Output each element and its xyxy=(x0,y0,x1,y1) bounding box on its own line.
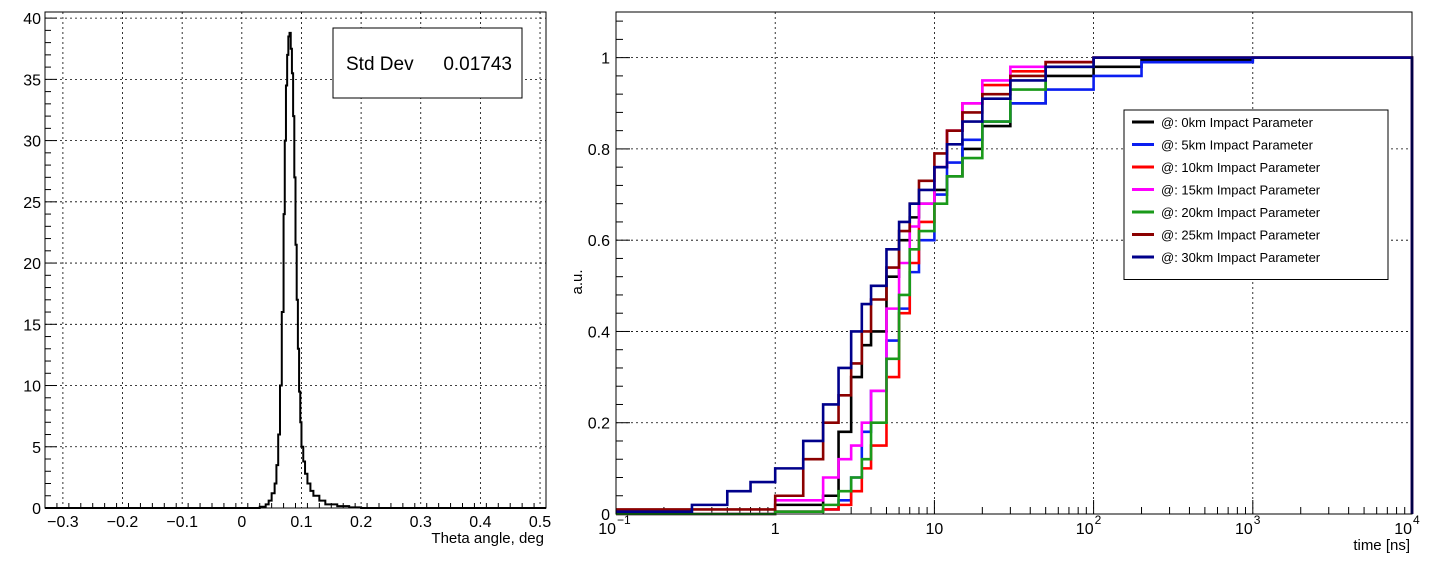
plot-frame xyxy=(44,11,547,509)
y-axis-title: a.u. xyxy=(569,269,586,294)
legend-entry: @: 0km Impact Parameter xyxy=(1161,115,1314,130)
x-tick-exponent: −1 xyxy=(617,513,631,527)
legend-entry: @: 15km Impact Parameter xyxy=(1161,183,1321,198)
x-tick-label: 10 xyxy=(1394,521,1412,538)
x-axis-title: time [ns] xyxy=(1353,537,1410,554)
x-tick-exponent: 2 xyxy=(1095,513,1102,527)
x-tick-label: 0.2 xyxy=(350,514,372,531)
x-tick-label: 0.3 xyxy=(410,514,432,531)
y-tick-label: 0.2 xyxy=(588,416,610,433)
x-tick-label: −0.3 xyxy=(47,514,79,531)
y-tick-label: 0 xyxy=(601,507,610,524)
y-tick-label: 0.6 xyxy=(588,233,610,250)
x-tick-label: −0.2 xyxy=(107,514,139,531)
y-tick-label: 35 xyxy=(23,72,41,89)
legend-entry: @: 20km Impact Parameter xyxy=(1161,205,1321,220)
plot-frame xyxy=(615,11,1413,515)
x-tick-label: −0.1 xyxy=(166,514,198,531)
x-tick-exponent: 3 xyxy=(1254,513,1261,527)
x-tick-label: 0.5 xyxy=(529,514,551,531)
x-tick-label: 10 xyxy=(926,521,944,538)
legend-entry: @: 30km Impact Parameter xyxy=(1161,250,1321,265)
x-tick-label: 10 xyxy=(598,521,616,538)
y-tick-label: 30 xyxy=(23,134,41,151)
histogram-line xyxy=(45,31,546,509)
y-tick-label: 0.4 xyxy=(588,324,610,341)
legend-box xyxy=(1123,109,1389,280)
y-tick-label: 0 xyxy=(32,501,41,518)
y-tick-label: 25 xyxy=(23,195,41,212)
y-tick-label: 1 xyxy=(601,51,610,68)
y-tick-label: 20 xyxy=(23,256,41,273)
y-tick-label: 5 xyxy=(32,440,41,457)
x-tick-label: 0.4 xyxy=(469,514,491,531)
y-tick-label: 40 xyxy=(23,11,41,28)
legend-entry: @: 25km Impact Parameter xyxy=(1161,228,1321,243)
y-tick-label: 10 xyxy=(23,379,41,396)
legend-entry: @: 10km Impact Parameter xyxy=(1161,160,1321,175)
x-tick-label: 0 xyxy=(237,514,246,531)
series-line-6 xyxy=(616,56,1414,514)
x-tick-label: 1 xyxy=(771,521,780,538)
x-tick-label: 10 xyxy=(1235,521,1253,538)
stats-value: 0.01743 xyxy=(443,54,512,75)
x-tick-exponent: 4 xyxy=(1413,513,1420,527)
x-tick-label: 0.1 xyxy=(290,514,312,531)
y-tick-label: 0.8 xyxy=(588,142,610,159)
x-tick-label: 10 xyxy=(1076,521,1094,538)
theta-histogram-plot: −0.3 −0.2 −0.1 0 0.1 0.2 0.3 0.4 0.5 0 5 10 15 20 25 30… xyxy=(23,11,551,547)
legend-entry: @: 5km Impact Parameter xyxy=(1161,138,1314,153)
stats-label: Std Dev xyxy=(346,54,414,75)
x-axis-title: Theta angle, deg xyxy=(431,530,544,547)
y-tick-label: 15 xyxy=(23,317,41,334)
stats-box xyxy=(332,27,523,99)
